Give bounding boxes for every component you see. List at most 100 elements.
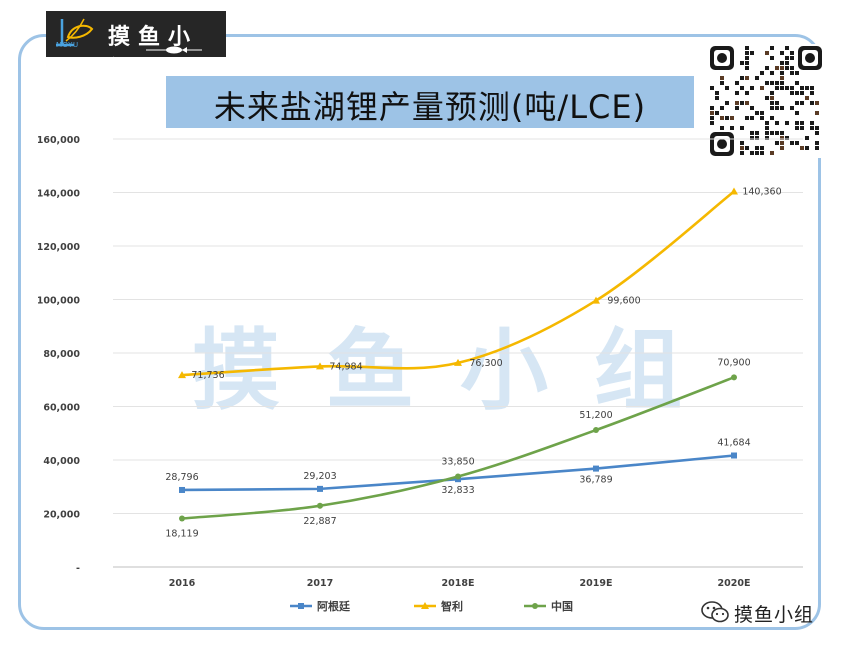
qr-module: [795, 121, 799, 125]
qr-module: [775, 81, 779, 85]
y-tick-label: 60,000: [43, 403, 80, 414]
y-tick-label: 100,000: [38, 296, 80, 307]
data-label: 74,984: [329, 361, 362, 372]
qr-module: [780, 61, 784, 65]
qr-module: [790, 56, 794, 60]
data-point: [421, 602, 429, 609]
qr-module: [745, 56, 749, 60]
qr-module: [785, 121, 789, 125]
qr-module: [755, 131, 759, 135]
qr-module: [760, 86, 764, 90]
qr-module: [760, 116, 764, 120]
data-label: 70,900: [717, 357, 750, 368]
qr-module: [780, 141, 784, 145]
qr-module: [795, 91, 799, 95]
brand-logo: MOYU 摸鱼小组: [46, 11, 226, 82]
data-label: 41,684: [717, 437, 750, 448]
qr-module: [755, 151, 759, 155]
qr-module: [770, 131, 774, 135]
qr-module: [750, 136, 754, 140]
qr-module: [740, 101, 744, 105]
qr-module: [720, 116, 724, 120]
y-tick-label: 160,000: [38, 135, 80, 146]
qr-module: [780, 131, 784, 135]
qr-module: [785, 46, 789, 50]
qr-module: [760, 146, 764, 150]
qr-module: [770, 81, 774, 85]
qr-module: [740, 86, 744, 90]
x-tick-label: 2019E: [580, 578, 613, 589]
qr-module: [745, 66, 749, 70]
qr-module: [765, 81, 769, 85]
legend-label: 中国: [551, 599, 573, 613]
qr-module: [735, 106, 739, 110]
qr-module: [785, 56, 789, 60]
y-tick-label: 40,000: [43, 456, 80, 467]
qr-module: [735, 91, 739, 95]
data-point: [179, 515, 185, 522]
data-label: 36,789: [579, 475, 612, 486]
x-tick-label: 2020E: [718, 578, 751, 589]
qr-finder-dot: [717, 53, 727, 63]
qr-module: [740, 141, 744, 145]
qr-module: [785, 86, 789, 90]
qr-module: [805, 96, 809, 100]
qr-module: [730, 116, 734, 120]
qr-module: [720, 81, 724, 85]
qr-module: [740, 151, 744, 155]
data-point: [532, 603, 538, 609]
qr-module: [810, 126, 814, 130]
qr-module: [745, 46, 749, 50]
qr-module: [715, 91, 719, 95]
data-label: 32,833: [441, 485, 474, 496]
qr-module: [805, 86, 809, 90]
data-point: [178, 371, 186, 379]
data-point: [731, 374, 737, 381]
data-point: [731, 452, 737, 459]
data-label: 51,200: [579, 410, 612, 421]
qr-module: [765, 136, 769, 140]
data-labels: 28,796 29,203 32,833 36,789 41,684 71,736 74,9…: [165, 187, 781, 540]
qr-module: [810, 101, 814, 105]
qr-module: [775, 121, 779, 125]
data-point: [179, 486, 185, 493]
qr-module: [790, 141, 794, 145]
series-group: [178, 187, 738, 522]
qr-module: [785, 136, 789, 140]
qr-module: [775, 86, 779, 90]
qr-module: [770, 116, 774, 120]
qr-module: [800, 126, 804, 130]
qr-module: [780, 71, 784, 75]
qr-module: [750, 106, 754, 110]
qr-module: [815, 146, 819, 150]
qr-module: [730, 126, 734, 130]
qr-module: [810, 121, 814, 125]
qr-module: [805, 146, 809, 150]
y-tick-label: 20,000: [43, 510, 80, 521]
qr-module: [745, 146, 749, 150]
legend-label: 智利: [441, 599, 463, 613]
qr-module: [790, 71, 794, 75]
qr-module: [790, 86, 794, 90]
qr-module: [765, 121, 769, 125]
qr-module: [810, 86, 814, 90]
qr-module: [795, 101, 799, 105]
qr-module: [775, 106, 779, 110]
qr-module: [770, 96, 774, 100]
qr-module: [710, 121, 714, 125]
qr-module: [745, 61, 749, 65]
qr-module: [770, 56, 774, 60]
qr-module: [765, 126, 769, 130]
data-label: 33,850: [441, 456, 474, 467]
qr-module: [815, 131, 819, 135]
qr-module: [745, 76, 749, 80]
qr-module: [815, 101, 819, 105]
x-tick-label: 2018E: [442, 578, 475, 589]
qr-module: [775, 141, 779, 145]
qr-module: [790, 66, 794, 70]
qr-module: [800, 146, 804, 150]
data-label: 28,796: [165, 472, 198, 483]
qr-module: [755, 146, 759, 150]
qr-module: [775, 131, 779, 135]
qr-module: [770, 101, 774, 105]
